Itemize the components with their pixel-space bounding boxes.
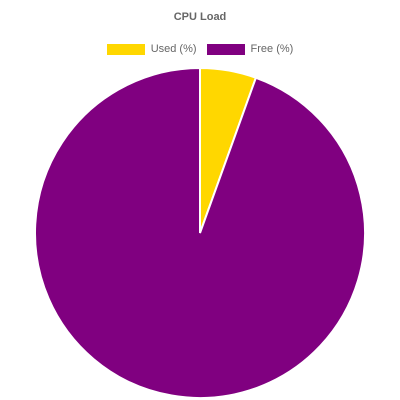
legend-label-free: Free (%) bbox=[250, 43, 294, 55]
legend-item-free[interactable]: Free (%) bbox=[206, 43, 294, 55]
legend-swatch-free bbox=[206, 43, 245, 55]
legend-item-used[interactable]: Used (%) bbox=[106, 43, 197, 55]
pie-slice-free[interactable] bbox=[34, 66, 366, 399]
legend-label-used: Used (%) bbox=[150, 43, 197, 55]
chart-title: CPU Load bbox=[173, 11, 227, 23]
chart-legend: Used (%) Free (%) bbox=[0, 43, 400, 55]
legend-swatch-used bbox=[106, 43, 145, 55]
